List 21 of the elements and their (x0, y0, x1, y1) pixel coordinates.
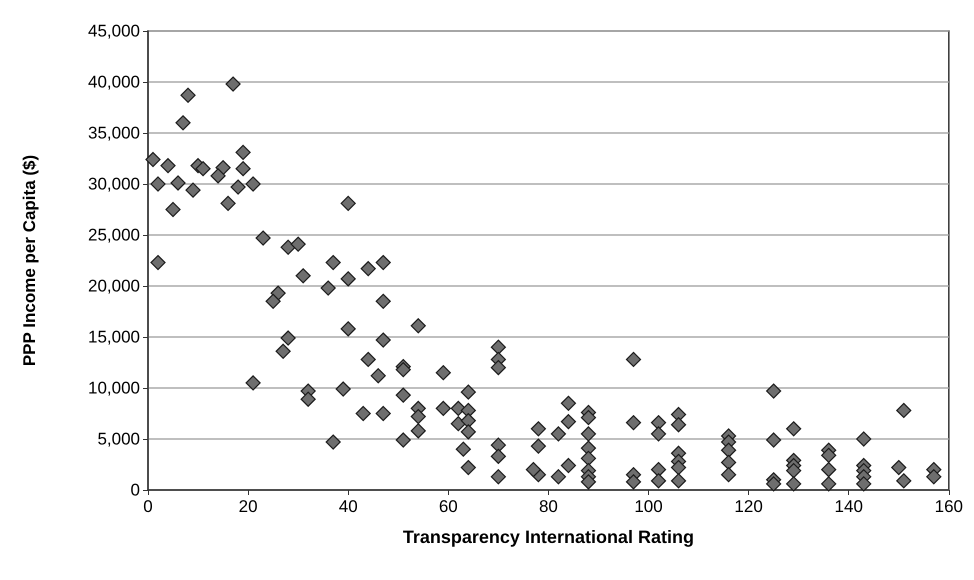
x-tick-label: 20 (238, 497, 258, 516)
x-tick-label: 0 (143, 497, 153, 516)
x-tick-label: 160 (934, 497, 964, 516)
x-tick-label: 100 (634, 497, 663, 516)
x-tick-label: 120 (734, 497, 763, 516)
y-tick-label: 40,000 (88, 72, 140, 92)
y-tick-label: 15,000 (88, 328, 140, 346)
y-tick-label: 0 (130, 480, 140, 500)
y-axis-title: PPP Income per Capita ($) (20, 154, 39, 366)
y-tick-label: 45,000 (88, 22, 140, 40)
y-tick-label: 30,000 (88, 174, 140, 194)
y-tick-label: 25,000 (88, 226, 140, 244)
y-tick-label: 35,000 (88, 124, 140, 142)
x-tick-label: 40 (338, 497, 358, 516)
y-tick-label: 20,000 (88, 276, 140, 296)
x-axis-title: Transparency International Rating (402, 527, 694, 547)
x-tick-label: 60 (438, 497, 458, 516)
y-tick-label: 5,000 (97, 430, 140, 448)
y-tick-label: 10,000 (88, 378, 140, 398)
x-tick-label: 80 (538, 497, 558, 516)
x-tick-label: 140 (834, 497, 863, 516)
